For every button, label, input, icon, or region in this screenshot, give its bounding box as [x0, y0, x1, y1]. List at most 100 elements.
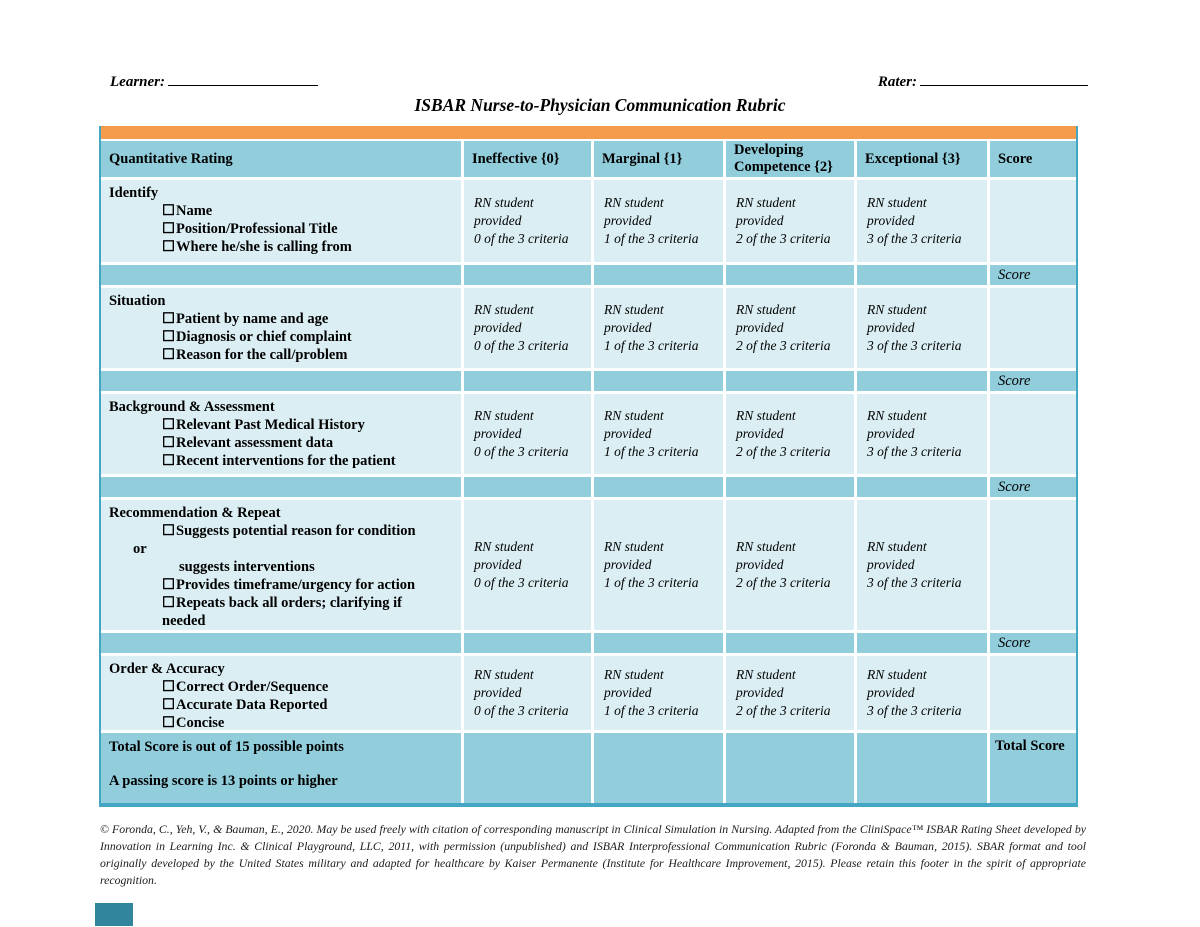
column-header-ineffective: Ineffective {0} — [464, 141, 591, 177]
total-row-cell — [464, 733, 591, 803]
row-title: Situation — [109, 293, 166, 309]
checkbox-icon[interactable]: ☐ — [162, 221, 175, 237]
criteria-text: Suggests potential reason for condition — [176, 523, 416, 539]
checkbox-icon[interactable]: ☐ — [162, 311, 175, 327]
criteria-line: ☐Reason for the call/problem — [109, 346, 453, 364]
copyright-footer: © Foronda, C., Yeh, V., & Bauman, E., 20… — [100, 822, 1086, 887]
criteria-cell-order-accuracy: Order & Accuracy ☐Correct Order/Sequence… — [101, 656, 461, 730]
rating-cell: RN student provided 2 of the 3 criteria — [726, 656, 854, 730]
criteria-cell-background-assessment: Background & Assessment ☐Relevant Past M… — [101, 394, 461, 474]
criteria-line: ☐Name — [109, 202, 453, 220]
checkbox-icon[interactable]: ☐ — [162, 417, 175, 433]
rating-cell: RN student provided 1 of the 3 criteria — [594, 656, 723, 730]
criteria-line: ☐Suggests potential reason for condition — [109, 522, 453, 540]
rating-cell: RN student provided 0 of the 3 criteria — [464, 656, 591, 730]
rubric-grid: Quantitative Rating Ineffective {0} Marg… — [101, 141, 1076, 803]
score-input-cell[interactable] — [990, 288, 1076, 368]
score-label-cell[interactable]: Score — [990, 265, 1076, 285]
criteria-cell-situation: Situation ☐Patient by name and age ☐Diag… — [101, 288, 461, 368]
page-corner-mark — [95, 903, 133, 926]
checkbox-icon[interactable]: ☐ — [162, 577, 175, 593]
total-row-cell — [857, 733, 987, 803]
criteria-text: Concise — [176, 715, 225, 730]
checkbox-icon[interactable]: ☐ — [162, 435, 175, 451]
checkbox-icon[interactable]: ☐ — [162, 715, 175, 730]
separator-cell — [101, 633, 461, 653]
rater-label: Rater: — [877, 74, 917, 90]
total-row-cell — [726, 733, 854, 803]
checkbox-icon[interactable]: ☐ — [162, 595, 175, 611]
score-label-cell[interactable]: Score — [990, 633, 1076, 653]
checkbox-icon[interactable]: ☐ — [162, 239, 175, 255]
score-label-cell[interactable]: Score — [990, 477, 1076, 497]
rating-cell: RN student provided 1 of the 3 criteria — [594, 288, 723, 368]
separator-cell — [726, 633, 854, 653]
criteria-line: ☐Correct Order/Sequence — [109, 678, 453, 696]
row-title: Background & Assessment — [109, 399, 275, 415]
separator-cell — [101, 371, 461, 391]
criteria-line: ☐Accurate Data Reported — [109, 696, 453, 714]
rating-cell: RN student provided 2 of the 3 criteria — [726, 288, 854, 368]
rating-cell: RN student provided 2 of the 3 criteria — [726, 500, 854, 630]
passing-score-text: A passing score is 13 points or higher — [109, 773, 338, 789]
rater-blank-line[interactable] — [920, 70, 1088, 86]
rating-cell: RN student provided 0 of the 3 criteria — [464, 288, 591, 368]
total-score-label: Total Score — [995, 738, 1065, 754]
total-points-text: Total Score is out of 15 possible points — [109, 739, 344, 755]
rating-cell: RN student provided 2 of the 3 criteria — [726, 394, 854, 474]
separator-cell — [857, 633, 987, 653]
criteria-text: Where he/she is calling from — [176, 239, 352, 255]
criteria-text: Repeats back all orders; clarifying if — [176, 595, 402, 611]
score-input-cell[interactable] — [990, 656, 1076, 730]
rating-cell: RN student provided 3 of the 3 criteria — [857, 394, 987, 474]
checkbox-icon[interactable]: ☐ — [162, 679, 175, 695]
criteria-text: Relevant assessment data — [176, 435, 334, 451]
checkbox-icon[interactable]: ☐ — [162, 453, 175, 469]
separator-cell — [101, 265, 461, 285]
table-top-accent-bar — [101, 126, 1076, 139]
learner-field: Learner: — [110, 70, 318, 91]
separator-cell — [726, 477, 854, 497]
separator-cell — [726, 371, 854, 391]
separator-cell — [464, 633, 591, 653]
separator-cell — [101, 477, 461, 497]
total-row-cell — [594, 733, 723, 803]
learner-label: Learner: — [110, 74, 165, 90]
score-label-cell[interactable]: Score — [990, 371, 1076, 391]
criteria-text: Reason for the call/problem — [176, 347, 348, 363]
score-label: Score — [998, 478, 1031, 495]
separator-cell — [594, 265, 723, 285]
column-header-marginal: Marginal {1} — [594, 141, 723, 177]
row-title: Recommendation & Repeat — [109, 505, 281, 521]
criteria-text: Relevant Past Medical History — [176, 417, 365, 433]
column-header-score: Score — [990, 141, 1076, 177]
checkbox-icon[interactable]: ☐ — [162, 347, 175, 363]
learner-blank-line[interactable] — [168, 70, 318, 86]
rating-cell: RN student provided 3 of the 3 criteria — [857, 288, 987, 368]
separator-cell — [594, 633, 723, 653]
score-input-cell[interactable] — [990, 500, 1076, 630]
checkbox-icon[interactable]: ☐ — [162, 523, 175, 539]
criteria-text: Diagnosis or chief complaint — [176, 329, 352, 345]
row-title: Identify — [109, 185, 159, 201]
checkbox-icon[interactable]: ☐ — [162, 203, 175, 219]
separator-cell — [594, 371, 723, 391]
separator-cell — [594, 477, 723, 497]
criteria-line: ☐Relevant Past Medical History — [109, 416, 453, 434]
rating-cell: RN student provided 3 of the 3 criteria — [857, 180, 987, 262]
rater-field: Rater: — [878, 70, 1088, 91]
separator-cell — [857, 265, 987, 285]
criteria-cell-recommendation-repeat: Recommendation & Repeat ☐Suggests potent… — [101, 500, 461, 630]
score-input-cell[interactable] — [990, 180, 1076, 262]
criteria-line-wrap: or — [133, 541, 147, 557]
checkbox-icon[interactable]: ☐ — [162, 697, 175, 713]
criteria-line-wrap: needed — [162, 613, 206, 629]
score-input-cell[interactable] — [990, 394, 1076, 474]
total-score-note-cell: Total Score is out of 15 possible points… — [101, 733, 461, 803]
criteria-line: ☐Concise — [109, 714, 453, 730]
separator-cell — [464, 477, 591, 497]
criteria-text: Position/Professional Title — [176, 221, 338, 237]
criteria-line-wrap: suggests interventions — [179, 559, 315, 575]
checkbox-icon[interactable]: ☐ — [162, 329, 175, 345]
total-score-cell[interactable]: Total Score — [990, 733, 1076, 803]
